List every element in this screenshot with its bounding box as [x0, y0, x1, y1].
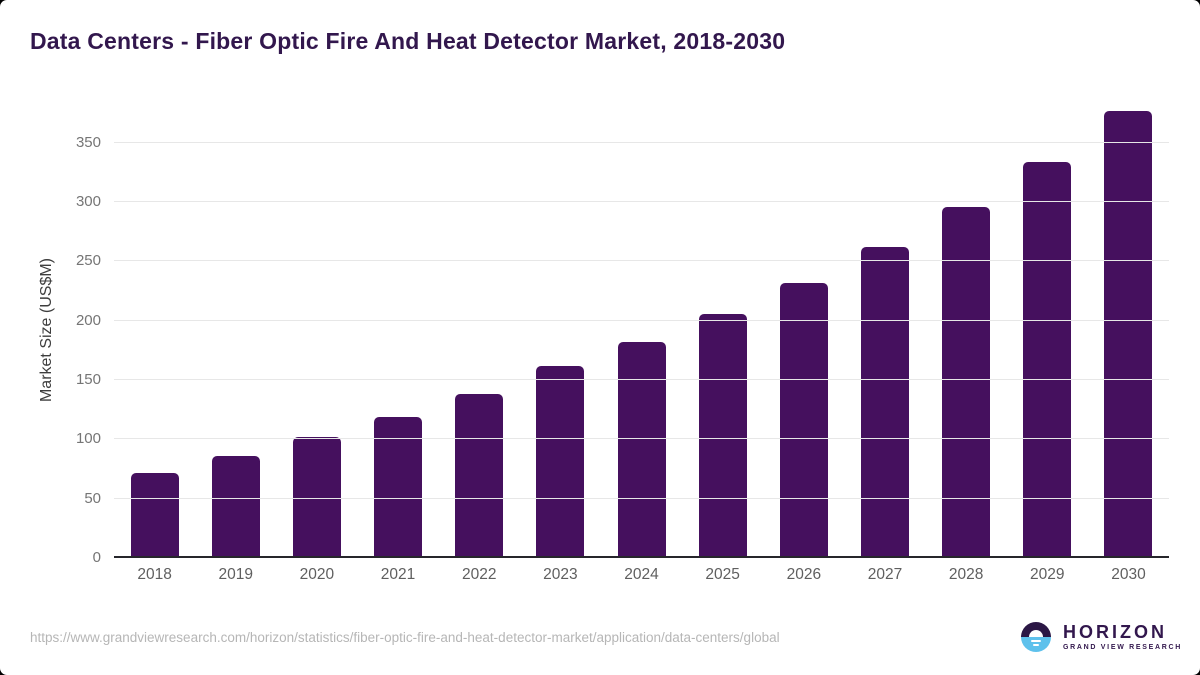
sunrise-dome-icon [1029, 630, 1043, 637]
y-tick-250: 250 [75, 252, 101, 270]
y-tick-50: 50 [84, 489, 101, 507]
bar-2027 [860, 247, 909, 558]
gridline-300 [114, 201, 1169, 203]
x-tick-2025: 2025 [705, 566, 740, 583]
bar-slot [1007, 98, 1088, 558]
y-tick-150: 150 [75, 371, 101, 389]
y-axis-title: Market Size (US$M) [38, 257, 55, 403]
x-tick-2018: 2018 [137, 566, 172, 583]
bar-2026 [779, 282, 828, 558]
x-axis-labels: 2018 2019 2020 2021 2022 2023 2024 2025 2026 2027… [114, 566, 1169, 584]
bar-2030 [1104, 110, 1153, 558]
x-tick-2030: 2030 [1111, 566, 1146, 583]
bar-slot [601, 98, 682, 558]
gridline-250 [114, 260, 1169, 262]
bar-slot [682, 98, 763, 558]
logo-text: HORIZON GRAND VIEW RESEARCH [1063, 623, 1182, 651]
plot-area: 0 50 100 150 200 250 300 350 [76, 98, 1169, 566]
horizon-wave-icon [1033, 644, 1039, 646]
y-tick-200: 200 [75, 311, 101, 329]
bar-slot [114, 98, 195, 558]
x-tick-2019: 2019 [218, 566, 253, 583]
bar-slot [520, 98, 601, 558]
bar-2024 [617, 342, 666, 558]
bar-2025 [698, 313, 747, 558]
gridline-200 [114, 319, 1169, 321]
logo-tagline: GRAND VIEW RESEARCH [1063, 644, 1183, 651]
x-tick-2028: 2028 [948, 566, 984, 583]
x-tick-2029: 2029 [1030, 566, 1065, 583]
bar-slot [926, 98, 1007, 558]
bar-2022 [455, 394, 504, 558]
x-tick-2022: 2022 [461, 566, 497, 583]
gridline-100 [114, 438, 1169, 440]
x-tick-2021: 2021 [380, 566, 416, 583]
bar-slot [357, 98, 438, 558]
y-tick-0: 0 [92, 549, 101, 566]
bar-2021 [374, 416, 423, 558]
bar-2018 [130, 472, 179, 558]
bar-2020 [292, 436, 341, 558]
x-tick-2024: 2024 [624, 566, 659, 583]
page-title: Data Centers - Fiber Optic Fire And Heat… [30, 28, 786, 54]
y-tick-300: 300 [75, 193, 101, 211]
y-tick-350: 350 [75, 133, 101, 151]
bar-2029 [1023, 161, 1072, 558]
bar-slot [195, 98, 276, 558]
horizon-wave-icon [1031, 640, 1041, 642]
gridline-150 [114, 379, 1169, 381]
bar-2028 [942, 206, 991, 558]
horizon-logo-icon [1021, 622, 1051, 652]
bar-2023 [536, 365, 585, 558]
x-tick-2023: 2023 [543, 566, 578, 583]
horizon-logo: HORIZON GRAND VIEW RESEARCH [1021, 622, 1182, 652]
bar-slot [439, 98, 520, 558]
x-tick-2026: 2026 [786, 566, 822, 583]
bars-container [114, 98, 1169, 558]
source-url: https://www.grandviewresearch.com/horizo… [30, 630, 780, 645]
gridline-350 [114, 141, 1169, 143]
bar-slot [276, 98, 357, 558]
gridline-50 [114, 497, 1169, 499]
bar-2019 [211, 455, 260, 558]
logo-brand: HORIZON [1063, 622, 1167, 642]
bar-slot [1088, 98, 1169, 558]
x-axis-line [114, 556, 1169, 558]
y-tick-100: 100 [75, 430, 101, 448]
bar-slot [763, 98, 844, 558]
x-tick-2027: 2027 [867, 566, 903, 583]
x-tick-2020: 2020 [299, 566, 335, 583]
bar-slot [844, 98, 925, 558]
